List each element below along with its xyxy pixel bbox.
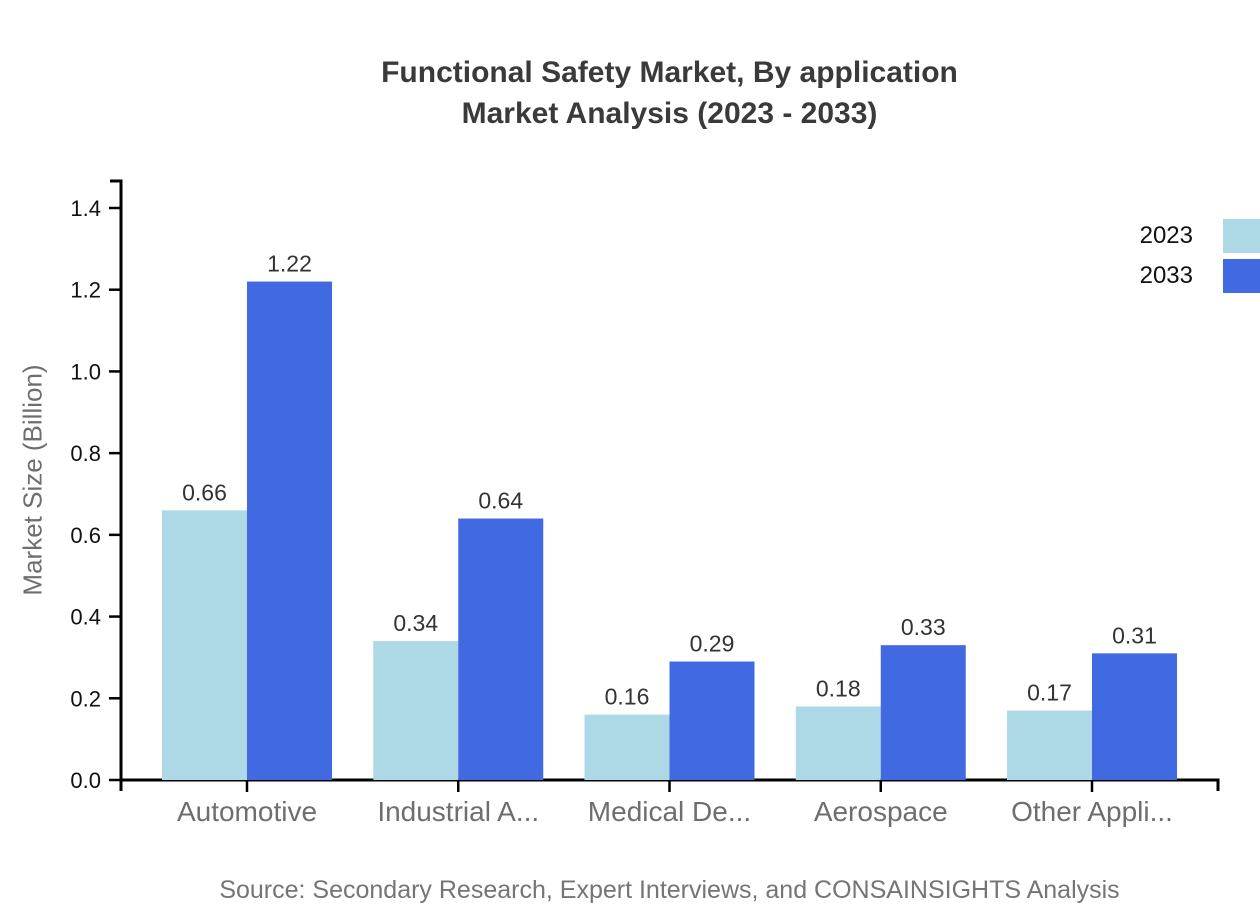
legend: 2023 2033: [1140, 219, 1260, 293]
value-label-2023-industrial-a: 0.34: [393, 610, 438, 636]
value-label-2023-aerospace: 0.18: [816, 675, 861, 701]
x-category-label-medical-de: Medical De...: [588, 796, 751, 827]
bar-2023-other-appli: [1007, 710, 1092, 780]
bar-2033-automotive: [247, 281, 332, 780]
bar-2023-aerospace: [795, 706, 881, 780]
value-label-2033-medical-de: 0.29: [690, 631, 735, 657]
value-label-2033-automotive: 1.22: [267, 251, 312, 277]
x-category-label-automotive: Automotive: [177, 796, 317, 827]
bar-2033-industrial-a: [458, 518, 544, 780]
legend-swatch-2023-icon: [1223, 219, 1260, 253]
x-category-label-industrial-a: Industrial A...: [377, 796, 539, 827]
y-tick-label: 0.4: [70, 605, 101, 630]
legend-label-2023: 2023: [1139, 222, 1193, 249]
value-label-2033-industrial-a: 0.64: [478, 488, 523, 514]
bar-2023-industrial-a: [373, 641, 459, 780]
x-category-label-other-appli: Other Appli...: [1011, 796, 1173, 827]
x-category-label-aerospace: Aerospace: [814, 796, 948, 827]
chart-title-line2: Market Analysis (2023 - 2033): [461, 97, 878, 130]
y-tick-label: 0.6: [70, 523, 101, 548]
source-note: Source: Secondary Research, Expert Inter…: [219, 876, 1120, 904]
bar-2033-other-appli: [1092, 653, 1177, 780]
y-tick-label: 1.2: [70, 278, 101, 303]
value-label-2033-other-appli: 0.31: [1112, 622, 1157, 648]
value-label-2023-other-appli: 0.17: [1027, 680, 1072, 706]
bar-2033-medical-de: [669, 661, 755, 780]
legend-item-2033: 2033: [1140, 259, 1260, 293]
bar-2033-aerospace: [880, 645, 966, 780]
y-tick-label: 1.0: [70, 359, 101, 384]
value-label-2023-automotive: 0.66: [182, 479, 227, 505]
chart-title: Functional Safety Market, By application…: [121, 52, 1218, 134]
value-label-2033-aerospace: 0.33: [901, 614, 946, 640]
y-axis-line: [110, 179, 123, 780]
bar-2023-automotive: [162, 510, 247, 780]
legend-item-2023: 2023: [1140, 219, 1260, 253]
chart-title-line1: Functional Safety Market, By application: [381, 56, 958, 89]
value-label-2023-medical-de: 0.16: [605, 684, 650, 710]
legend-label-2033: 2033: [1139, 262, 1193, 289]
y-tick-label: 0.2: [70, 686, 101, 711]
bar-2023-medical-de: [584, 714, 670, 780]
y-tick-label: 0.0: [70, 768, 101, 793]
y-tick-label: 0.8: [70, 441, 101, 466]
y-tick-label: 1.4: [70, 196, 101, 221]
legend-swatch-2033-icon: [1223, 259, 1260, 293]
